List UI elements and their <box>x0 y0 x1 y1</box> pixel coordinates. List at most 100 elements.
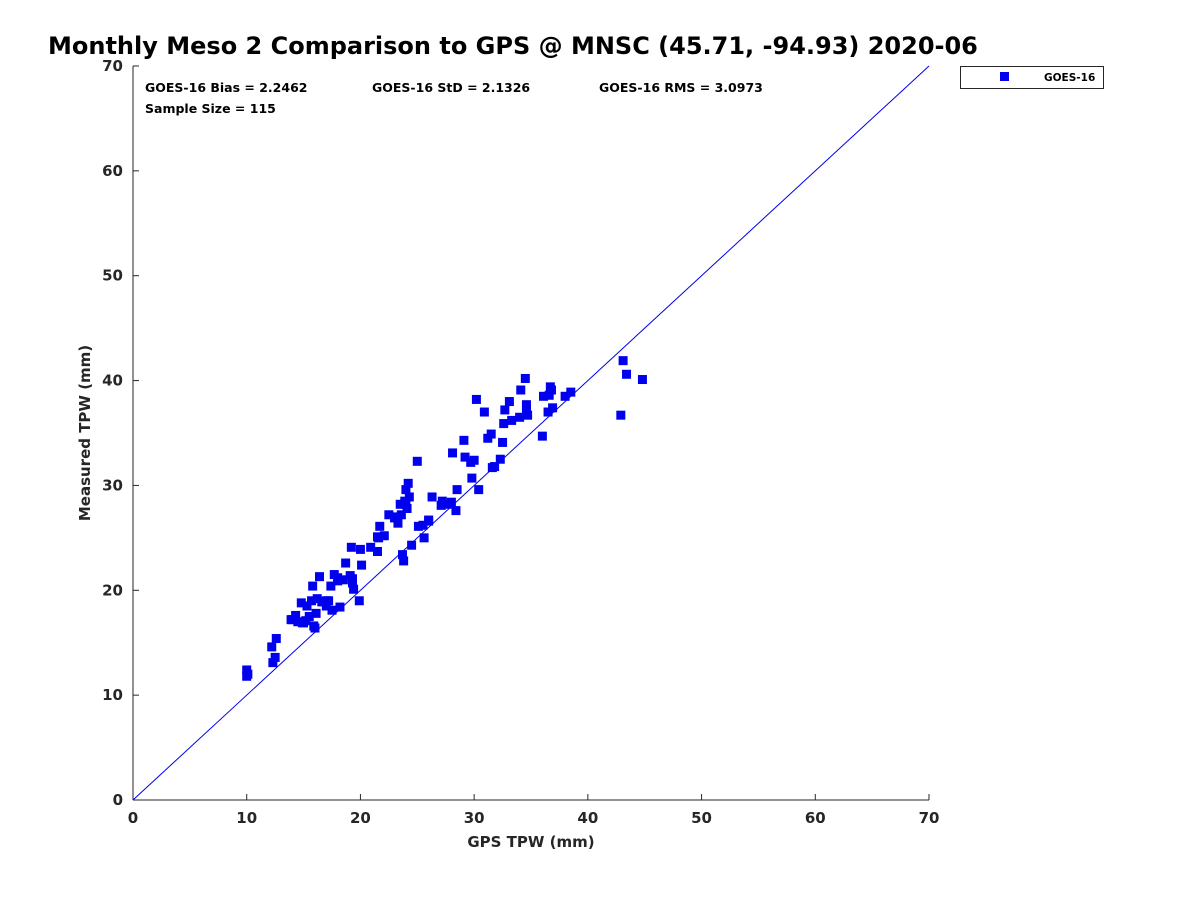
x-tick-label: 50 <box>691 809 712 827</box>
data-point <box>566 387 576 397</box>
data-point <box>291 610 301 620</box>
y-ticks: 0 10 20 30 40 50 60 70 <box>102 57 139 809</box>
sample-size-stat: Sample Size = 115 <box>145 101 276 116</box>
data-point <box>442 499 452 509</box>
std-stat: GOES-16 StD = 2.1326 <box>372 80 530 95</box>
chart-title: Monthly Meso 2 Comparison to GPS @ MNSC … <box>48 32 978 60</box>
y-tick-label: 60 <box>102 162 123 180</box>
data-point <box>404 492 414 502</box>
x-tick-label: 30 <box>464 809 485 827</box>
data-point <box>448 448 458 458</box>
data-point <box>418 520 428 530</box>
data-point <box>375 521 385 531</box>
data-point <box>467 473 477 483</box>
y-axis-label: Measured TPW (mm) <box>76 345 94 521</box>
data-point <box>548 403 558 413</box>
data-point <box>520 373 530 383</box>
data-point <box>314 572 324 582</box>
x-tick-label: 40 <box>577 809 598 827</box>
data-point <box>268 658 278 668</box>
x-ticks: 0 10 20 30 40 50 60 70 <box>128 794 940 827</box>
data-point <box>412 456 422 466</box>
data-point <box>355 544 365 554</box>
data-point <box>544 390 554 400</box>
data-point <box>424 516 434 526</box>
x-tick-label: 70 <box>919 809 940 827</box>
x-tick-label: 60 <box>805 809 826 827</box>
data-point <box>451 506 461 516</box>
legend-marker-square <box>1000 72 1009 81</box>
data-point <box>271 634 281 644</box>
data-point <box>486 429 496 439</box>
data-point <box>372 532 382 542</box>
data-point <box>311 608 321 618</box>
data-point <box>498 437 508 447</box>
data-point <box>304 612 314 621</box>
data-point <box>318 597 328 607</box>
legend-label-goes-16: GOES-16 <box>1044 72 1095 84</box>
legend-box <box>960 66 1104 89</box>
data-point <box>398 550 408 560</box>
data-point <box>452 485 462 495</box>
data-point <box>539 391 549 401</box>
bias-stat: GOES-16 Bias = 2.2462 <box>145 80 307 95</box>
data-point <box>401 499 411 509</box>
data-point <box>384 510 394 520</box>
data-point <box>460 452 470 462</box>
data-point <box>616 410 626 420</box>
one-to-one-reference-line <box>132 65 930 801</box>
data-point <box>379 531 389 541</box>
data-point <box>326 581 336 591</box>
y-tick-label: 20 <box>102 581 123 599</box>
data-point <box>327 605 337 615</box>
data-point <box>396 510 406 520</box>
data-point <box>372 546 382 556</box>
data-point <box>349 584 359 594</box>
y-tick-label: 40 <box>102 372 123 390</box>
data-point <box>499 419 509 429</box>
data-point <box>393 518 403 528</box>
data-point <box>346 542 356 552</box>
data-point <box>469 455 479 465</box>
y-tick-label: 10 <box>102 686 123 704</box>
data-point <box>403 478 413 488</box>
data-point <box>474 485 484 495</box>
y-tick-label: 50 <box>102 267 123 285</box>
data-point <box>427 492 437 502</box>
data-point <box>286 615 296 625</box>
data-point <box>515 412 525 422</box>
data-point <box>490 462 500 472</box>
data-point <box>399 556 409 566</box>
data-point <box>312 594 322 604</box>
data-point <box>335 602 345 612</box>
x-tick-label: 0 <box>128 809 138 827</box>
data-point <box>338 575 348 585</box>
data-point <box>543 407 553 417</box>
data-point <box>507 415 517 425</box>
data-point <box>495 454 505 464</box>
x-tick-label: 20 <box>350 809 371 827</box>
data-point <box>354 596 364 606</box>
data-point <box>537 431 547 441</box>
rms-stat: GOES-16 RMS = 3.0973 <box>599 80 763 95</box>
data-point <box>270 652 280 662</box>
data-point <box>413 521 423 531</box>
x-axis-label: GPS TPW (mm) <box>467 833 594 851</box>
x-tick-label: 10 <box>236 809 257 827</box>
goes-16-points <box>242 356 647 681</box>
data-point <box>341 558 351 568</box>
data-point <box>479 407 489 417</box>
data-point <box>267 642 277 652</box>
data-point <box>419 533 429 543</box>
data-point <box>308 581 318 591</box>
data-point <box>516 385 526 395</box>
data-point <box>390 513 400 523</box>
data-point <box>296 598 306 608</box>
data-point <box>366 542 376 552</box>
data-point <box>637 375 647 385</box>
data-point <box>523 410 533 420</box>
data-point <box>622 369 632 379</box>
data-point <box>500 405 510 415</box>
data-point <box>618 356 628 366</box>
